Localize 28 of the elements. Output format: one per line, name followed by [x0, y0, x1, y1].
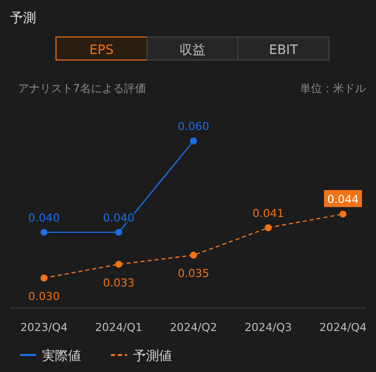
chart-title: 予測 — [10, 11, 36, 26]
data-label: 0.040 — [28, 211, 60, 224]
x-tick-label: 2024/Q1 — [95, 321, 142, 334]
text: 単位：米ドル — [300, 82, 366, 95]
point — [190, 252, 197, 259]
data-label: 0.035 — [178, 267, 210, 280]
point — [190, 138, 197, 144]
x-tick-label: 2024/Q3 — [244, 321, 292, 334]
x-tick-label: 2023/Q4 — [20, 321, 68, 334]
chart-subtitle: アナリスト7名による評価 — [18, 82, 146, 95]
data-label: 0.030 — [28, 290, 60, 303]
x-tick-label: 2024/Q4 — [319, 321, 367, 334]
data-label: 0.060 — [178, 120, 210, 133]
point — [264, 224, 272, 232]
text: EBIT — [269, 43, 298, 58]
x-tick-label: 2024/Q2 — [170, 321, 218, 334]
text: EPS — [89, 43, 114, 58]
point — [340, 210, 346, 218]
point — [40, 274, 48, 282]
point — [115, 228, 122, 236]
text: 収益 — [180, 43, 206, 58]
point — [40, 228, 48, 236]
data-label: 0.041 — [252, 206, 284, 220]
data-label: 0.033 — [103, 276, 134, 290]
legend-label: 実際値 — [42, 348, 81, 364]
point — [115, 260, 122, 268]
legend-label: 予測値 — [133, 349, 172, 364]
data-label: 0.044 — [327, 193, 359, 206]
